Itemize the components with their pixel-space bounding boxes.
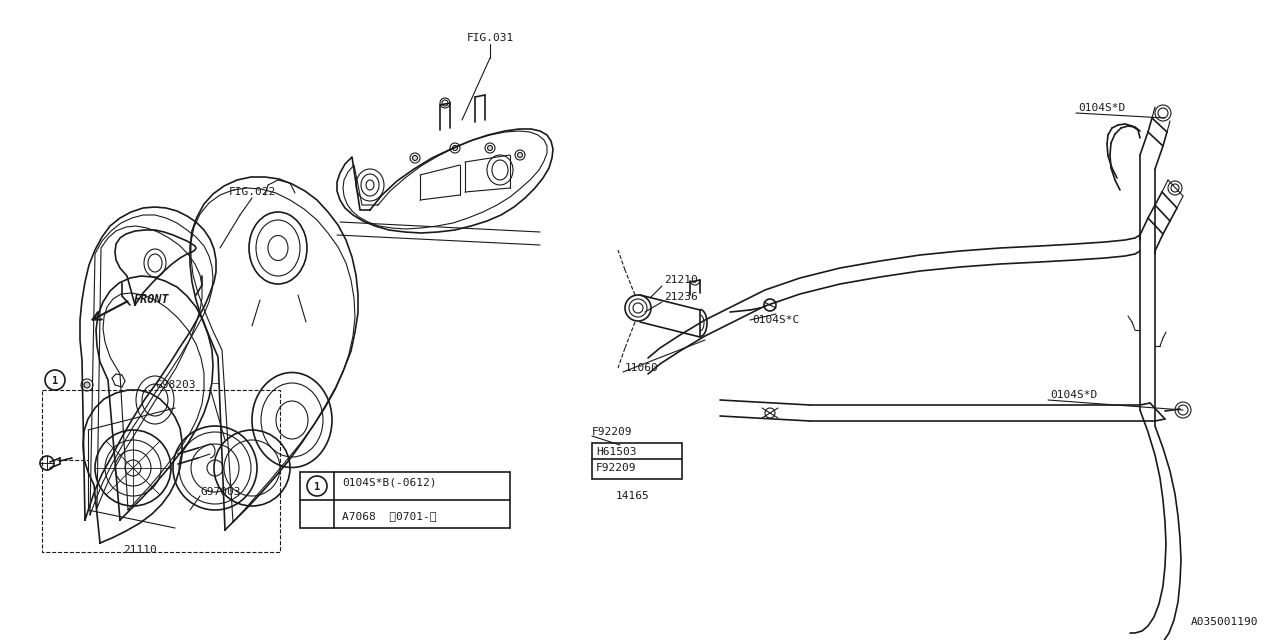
Bar [593,443,682,479]
Text: 0104S*C: 0104S*C [753,315,799,325]
Circle shape [765,408,774,418]
Text: 0104S*D: 0104S*D [1050,390,1097,400]
Text: 1: 1 [52,376,58,386]
Text: FRONT: FRONT [134,292,170,305]
Text: H61503: H61503 [596,447,636,457]
Text: G98203: G98203 [155,380,196,390]
Text: 21236: 21236 [664,292,698,302]
Circle shape [453,145,457,150]
Text: 0104S*B(-0612): 0104S*B(-0612) [342,477,436,487]
Text: 21110: 21110 [123,545,157,555]
Text: 21210: 21210 [664,275,698,285]
Circle shape [81,379,93,391]
Text: —: — [212,380,220,388]
Bar [42,390,280,552]
Circle shape [485,143,495,153]
Circle shape [1178,405,1188,415]
Text: 1: 1 [314,482,320,492]
Text: 0104S*D: 0104S*D [1078,103,1125,113]
Circle shape [488,145,493,150]
Circle shape [451,143,460,153]
Text: A035001190: A035001190 [1190,617,1258,627]
Circle shape [412,156,417,161]
Text: FIG.031: FIG.031 [466,33,513,43]
Circle shape [410,153,420,163]
Text: A7068  ゐ0701-ゑ: A7068 ゐ0701-ゑ [342,511,436,521]
Circle shape [515,150,525,160]
Text: F92209: F92209 [593,427,632,437]
Circle shape [764,299,776,311]
Text: G97003: G97003 [200,487,241,497]
Text: F92209: F92209 [596,463,636,473]
Text: 11060: 11060 [625,363,659,373]
Text: FIG.022: FIG.022 [228,187,275,197]
Circle shape [84,382,90,388]
Circle shape [517,152,522,157]
Text: 14165: 14165 [616,491,650,501]
Bar [300,472,509,528]
